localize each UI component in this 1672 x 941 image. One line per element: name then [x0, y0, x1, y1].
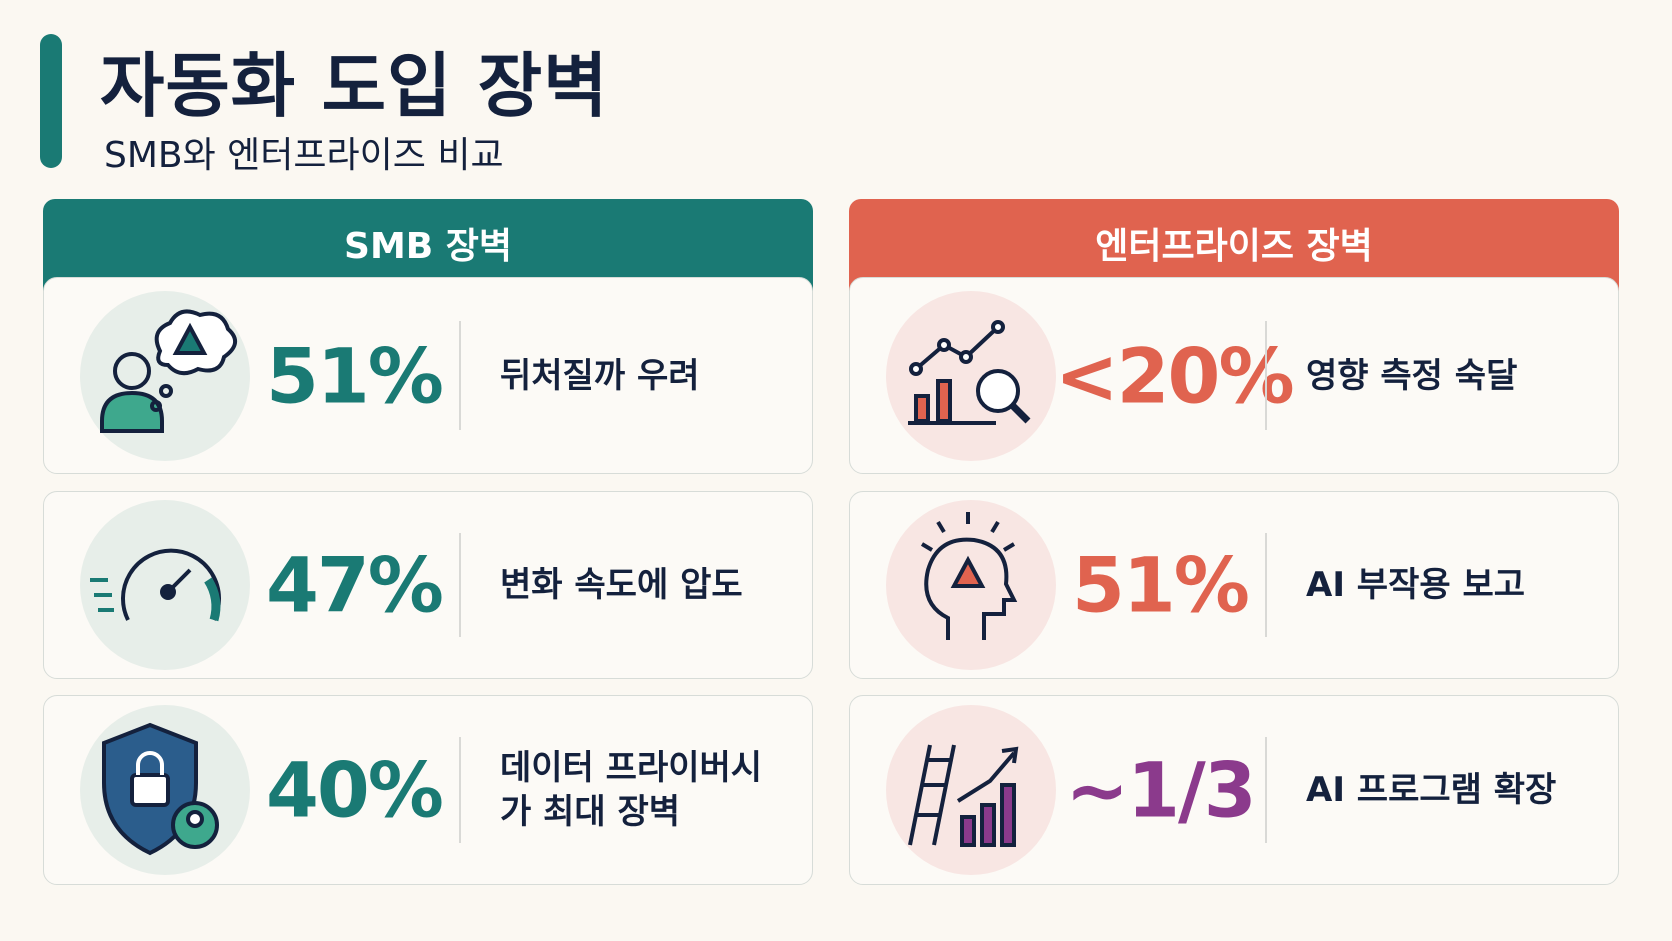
enterprise-panel: 엔터프라이즈 장벽 <20% 영향 측정 숙달 51% AI 부작용 보고 ~1… — [849, 199, 1619, 889]
icon — [80, 705, 250, 875]
icon — [80, 290, 250, 461]
stat-label: 뒤처질까 우려 — [500, 355, 700, 396]
stat-label: 변화 속도에 압도 — [500, 564, 743, 605]
stat-value: 51% — [266, 331, 444, 420]
divider — [459, 320, 461, 431]
icon — [80, 500, 250, 670]
stat-label: AI 부작용 보고 — [1306, 564, 1526, 605]
stat-card: <20% 영향 측정 숙달 — [849, 277, 1619, 474]
icon — [886, 500, 1056, 670]
divider — [1265, 737, 1267, 843]
icon — [886, 705, 1056, 875]
stat-value: <20% — [1055, 331, 1295, 420]
stat-card: 51% 뒤처질까 우려 — [43, 277, 813, 474]
accent-bar — [40, 34, 62, 168]
stat-value: 51% — [1072, 540, 1250, 630]
stat-card: ~1/3 AI 프로그램 확장 — [849, 695, 1619, 885]
smb-panel: SMB 장벽 51% 뒤처질까 우려 47% 변화 속도에 압도 40% 데이터… — [43, 199, 813, 889]
icon — [886, 290, 1056, 461]
stat-card: 40% 데이터 프라이버시가 최대 장벽 — [43, 695, 813, 885]
stat-card: 51% AI 부작용 보고 — [849, 491, 1619, 679]
stat-label: AI 프로그램 확장 — [1306, 769, 1557, 810]
stat-label: 영향 측정 숙달 — [1306, 355, 1518, 396]
title: 자동화 도입 장벽 — [100, 45, 609, 127]
divider — [1265, 320, 1267, 431]
divider — [459, 737, 461, 843]
subtitle: SMB와 엔터프라이즈 비교 — [104, 135, 504, 176]
stat-value: 40% — [266, 745, 444, 835]
divider — [1265, 532, 1267, 638]
divider — [459, 532, 461, 638]
stat-value: ~1/3 — [1065, 745, 1256, 835]
stat-card: 47% 변화 속도에 압도 — [43, 491, 813, 679]
stat-value: 47% — [266, 540, 444, 630]
stat-label: 데이터 프라이버시가 최대 장벽 — [500, 747, 763, 832]
